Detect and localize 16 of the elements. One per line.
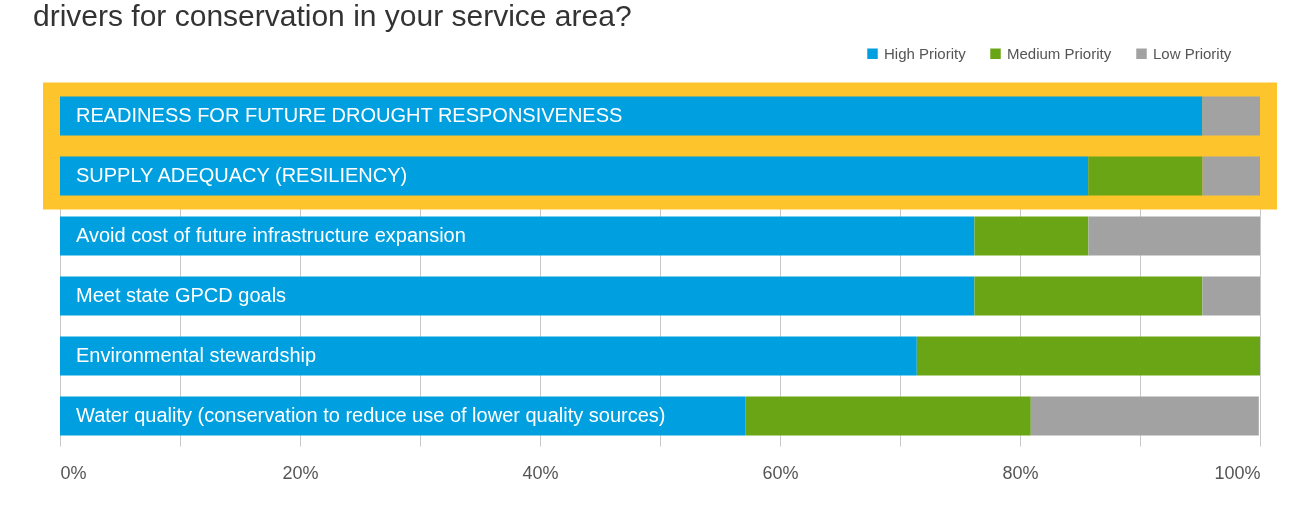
y-tick-label: Water quality (conservation to reduce use of lower quality sources) bbox=[76, 404, 666, 426]
x-tick-label: 80% bbox=[1002, 462, 1039, 483]
y-tick-label: SUPPLY ADEQUACY (RESILIENCY) bbox=[76, 164, 408, 186]
x-tick-label: 0% bbox=[60, 462, 87, 483]
y-tick-label: Avoid cost of future infrastructure expansion bbox=[76, 224, 466, 246]
legend-label: High Priority bbox=[884, 44, 967, 62]
legend-label: Low Priority bbox=[1153, 44, 1232, 62]
x-tick-label: 40% bbox=[522, 462, 559, 483]
y-tick-label: Environmental stewardship bbox=[76, 344, 317, 366]
chart-title: drivers for conservation in your service area? bbox=[33, 0, 632, 32]
legend-label: Medium Priority bbox=[1007, 44, 1112, 62]
x-tick-label: 20% bbox=[282, 462, 319, 483]
x-tick-label: 60% bbox=[762, 462, 799, 483]
y-tick-label: READINESS FOR FUTURE DROUGHT RESPONSIVENESS bbox=[76, 104, 623, 126]
y-tick-label: Meet state GPCD goals bbox=[76, 284, 287, 306]
x-tick-label: 100% bbox=[1214, 462, 1261, 483]
